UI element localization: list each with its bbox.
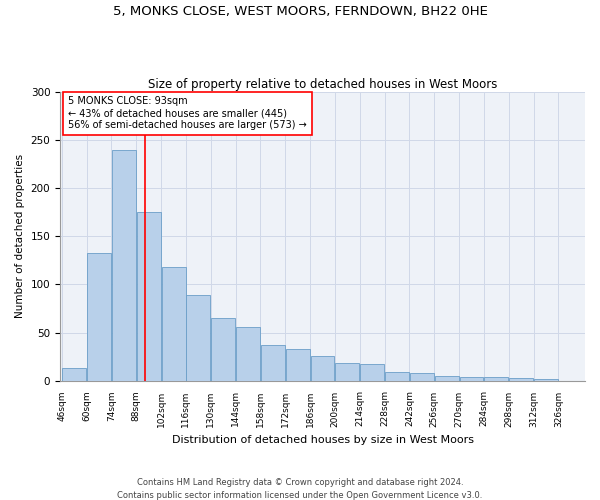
Bar bbox=[286, 349, 310, 380]
Bar bbox=[484, 376, 508, 380]
Bar bbox=[87, 252, 111, 380]
X-axis label: Distribution of detached houses by size in West Moors: Distribution of detached houses by size … bbox=[172, 435, 473, 445]
Bar bbox=[236, 326, 260, 380]
Text: Contains HM Land Registry data © Crown copyright and database right 2024.
Contai: Contains HM Land Registry data © Crown c… bbox=[118, 478, 482, 500]
Bar bbox=[311, 356, 334, 380]
Bar bbox=[261, 345, 285, 380]
Text: 5 MONKS CLOSE: 93sqm
← 43% of detached houses are smaller (445)
56% of semi-deta: 5 MONKS CLOSE: 93sqm ← 43% of detached h… bbox=[68, 96, 307, 130]
Bar bbox=[509, 378, 533, 380]
Bar bbox=[460, 376, 484, 380]
Bar bbox=[161, 267, 185, 380]
Bar bbox=[410, 373, 434, 380]
Bar bbox=[385, 372, 409, 380]
Bar bbox=[187, 295, 211, 380]
Bar bbox=[211, 318, 235, 380]
Bar bbox=[112, 150, 136, 380]
Y-axis label: Number of detached properties: Number of detached properties bbox=[15, 154, 25, 318]
Bar bbox=[360, 364, 384, 380]
Bar bbox=[62, 368, 86, 380]
Text: 5, MONKS CLOSE, WEST MOORS, FERNDOWN, BH22 0HE: 5, MONKS CLOSE, WEST MOORS, FERNDOWN, BH… bbox=[113, 5, 487, 18]
Title: Size of property relative to detached houses in West Moors: Size of property relative to detached ho… bbox=[148, 78, 497, 91]
Bar bbox=[335, 364, 359, 380]
Bar bbox=[434, 376, 458, 380]
Bar bbox=[534, 378, 558, 380]
Bar bbox=[137, 212, 161, 380]
